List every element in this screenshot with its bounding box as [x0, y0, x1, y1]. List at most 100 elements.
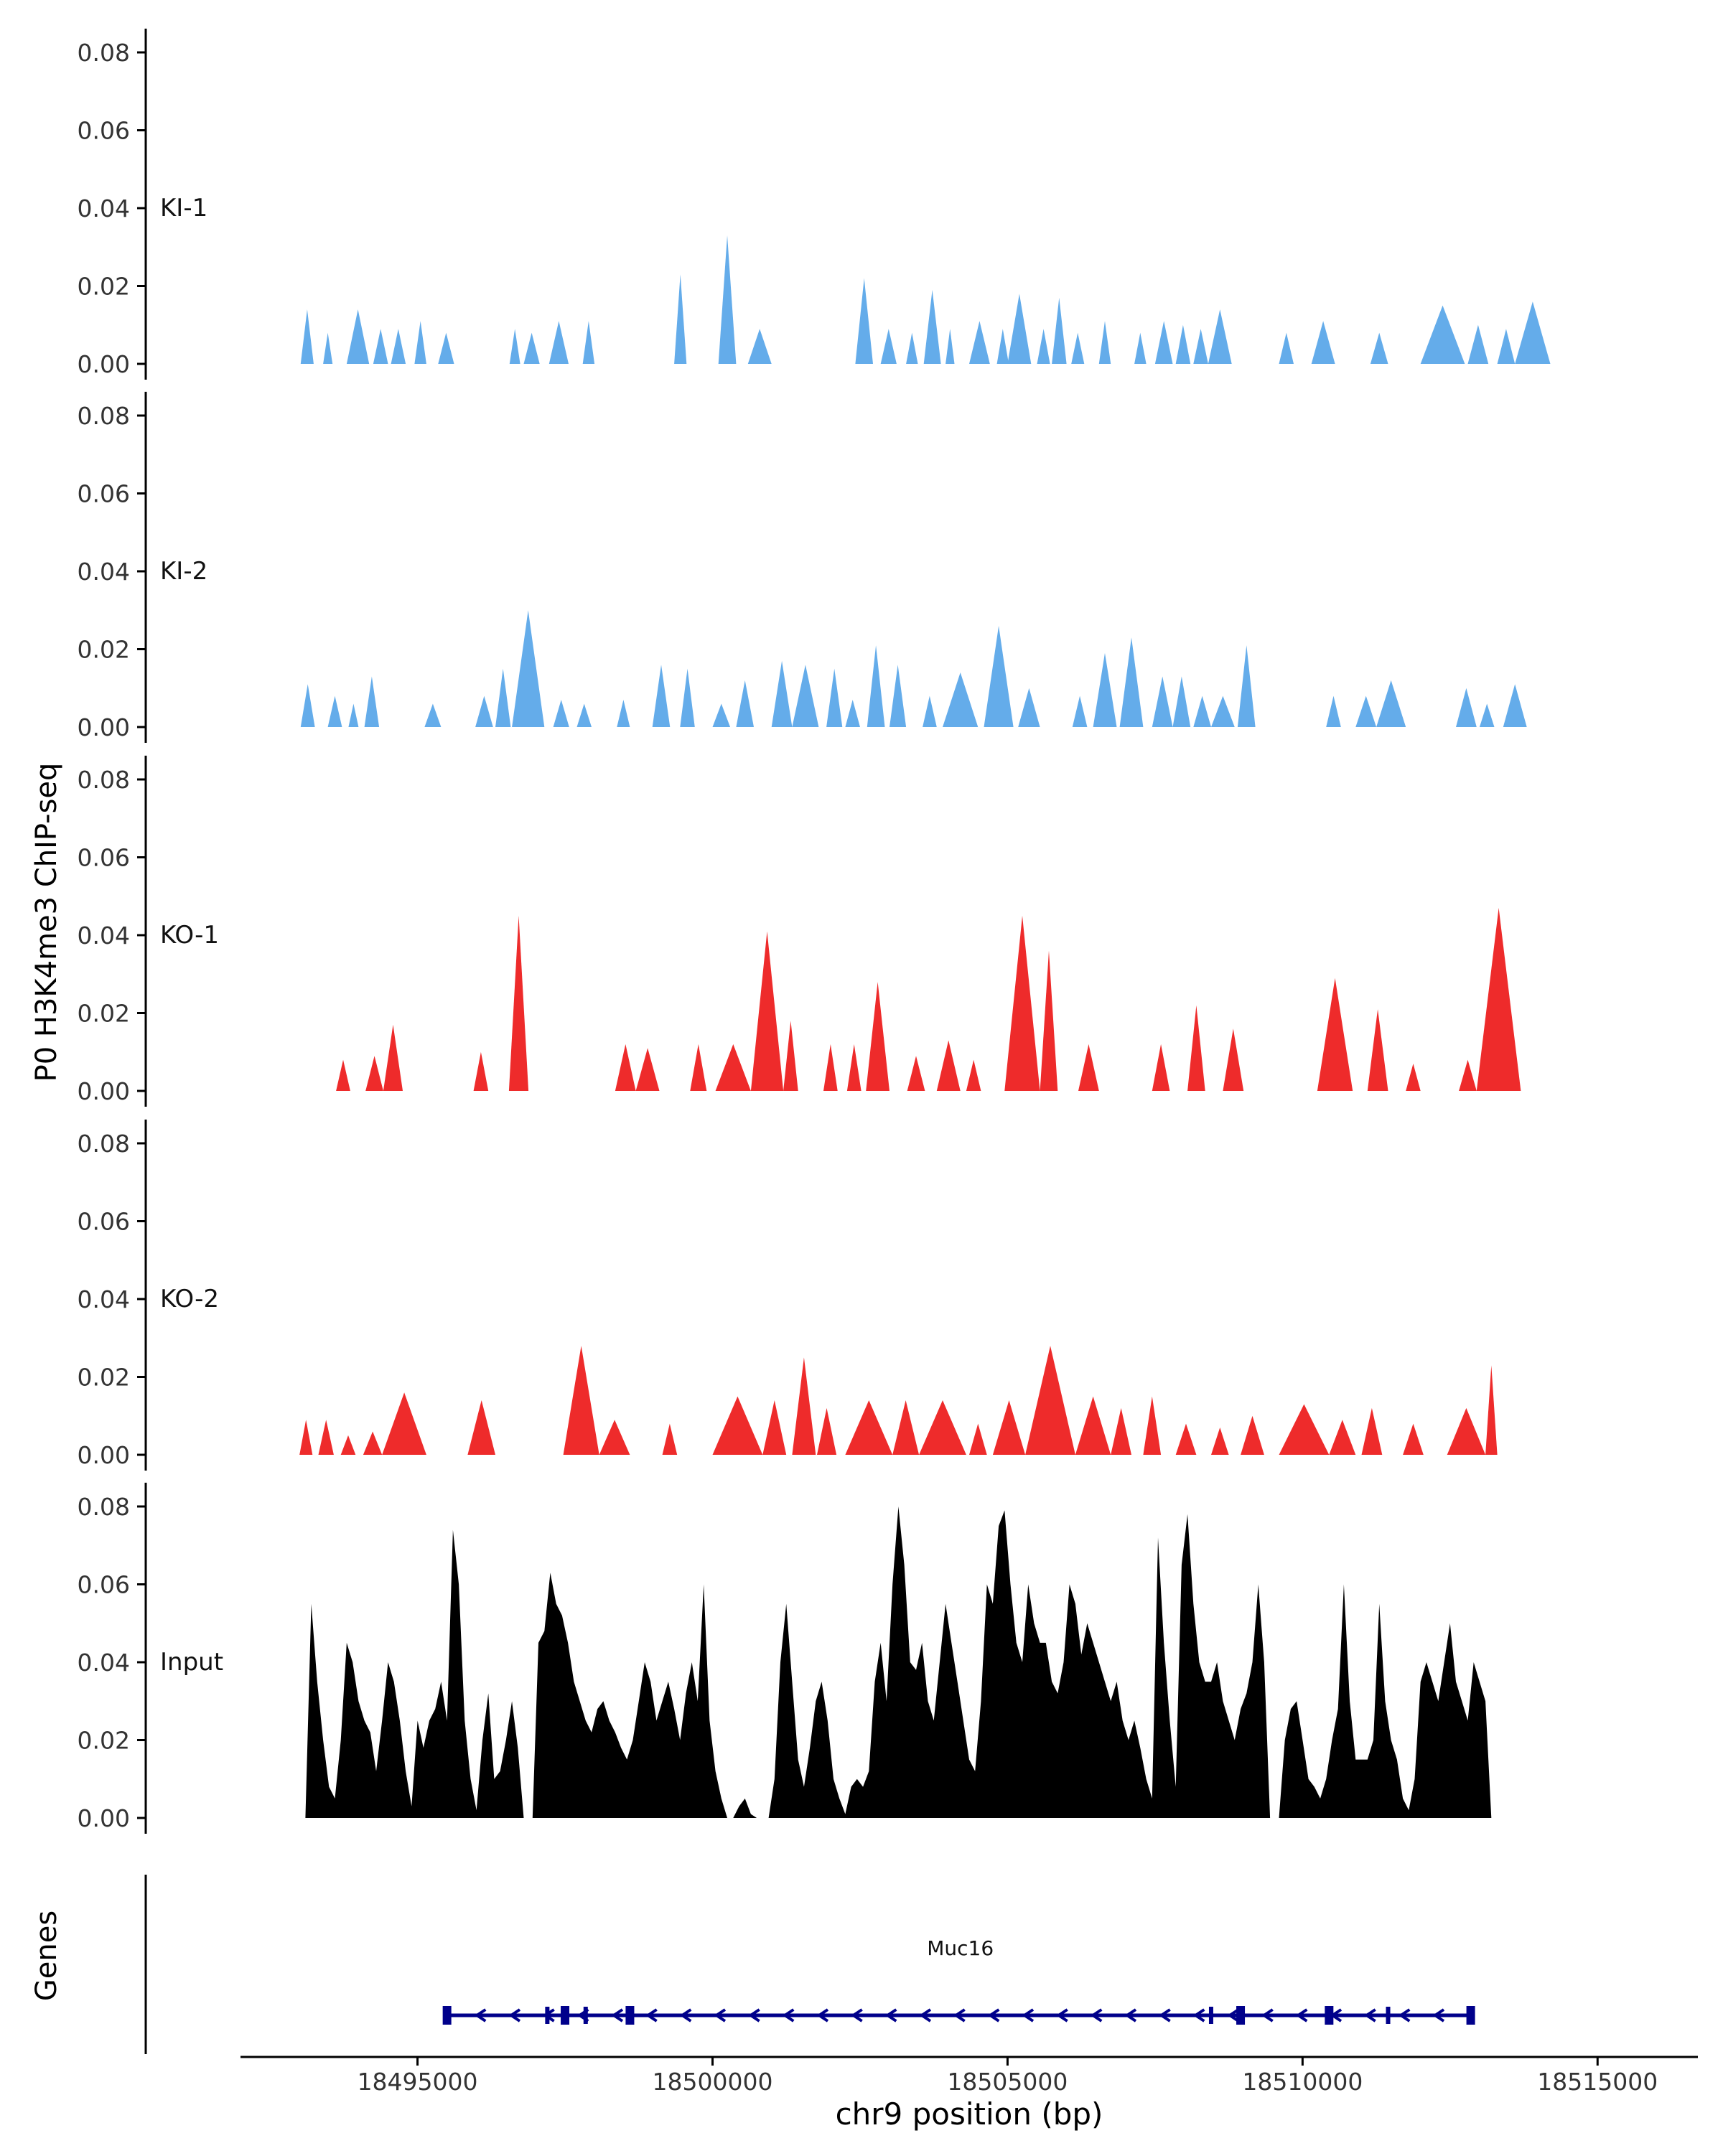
- signal-peak: [373, 329, 388, 364]
- signal-peak: [1025, 1346, 1075, 1455]
- signal-peak: [866, 982, 889, 1091]
- signal-peak: [736, 680, 754, 727]
- exon-block: [1386, 2007, 1391, 2024]
- strand-arrow: [611, 2008, 624, 2023]
- signal-peak: [1279, 332, 1294, 364]
- genes-axis-title: Genes: [30, 1911, 63, 2001]
- signal-peak: [1193, 329, 1208, 364]
- y-tick-label: 0.00: [78, 713, 130, 741]
- signal-peak: [1406, 1064, 1421, 1091]
- signal-peak: [553, 700, 569, 727]
- y-tick-label: 0.04: [78, 922, 130, 950]
- strand-arrow: [1056, 2008, 1068, 2023]
- signal-peak: [1367, 1009, 1388, 1091]
- signal-peak: [1154, 321, 1173, 364]
- signal-peak: [969, 321, 990, 364]
- signal-peak: [1078, 1044, 1099, 1091]
- signal-peak: [969, 1423, 987, 1455]
- signal-peak: [712, 1396, 763, 1455]
- gene-name-label: Muc16: [927, 1936, 994, 1960]
- signal-peak: [1052, 297, 1067, 364]
- x-tick-label: 18495000: [358, 2068, 478, 2096]
- y-tick-label: 0.00: [78, 350, 130, 378]
- signal-peak: [845, 700, 860, 727]
- strand-arrow: [1364, 2008, 1376, 2023]
- signal-peak: [348, 703, 359, 727]
- signal-peak: [907, 1056, 925, 1091]
- exon-block: [561, 2006, 570, 2025]
- signal-peak: [467, 1400, 495, 1455]
- strand-arrow: [1227, 2008, 1240, 2023]
- y-tick-label: 0.04: [78, 194, 130, 222]
- strand-arrow: [679, 2008, 692, 2023]
- signal-peak: [762, 1400, 787, 1455]
- signal-area: [768, 1506, 1271, 1818]
- strand-arrow: [1295, 2008, 1308, 2023]
- strand-arrow: [508, 2008, 521, 2023]
- signal-peak: [300, 309, 314, 364]
- signal-peak: [1223, 1028, 1244, 1091]
- signal-peak: [674, 274, 687, 364]
- track-input: 0.00 0.02 0.04 0.06 0.08 Input: [78, 1482, 1492, 1834]
- signal-peak: [1134, 332, 1147, 364]
- signal-peak: [1279, 1404, 1330, 1455]
- y-tick-label: 0.08: [78, 1130, 130, 1158]
- signal-peak: [1447, 1407, 1486, 1455]
- signal-peak: [1467, 324, 1489, 364]
- signal-peak: [508, 915, 529, 1091]
- signal-peak: [1208, 309, 1232, 364]
- signal-peak: [880, 329, 897, 364]
- track-label: KI-2: [160, 557, 207, 586]
- signal-peak: [383, 1024, 403, 1091]
- y-tick-label: 0.08: [78, 766, 130, 794]
- signal-peak: [1172, 676, 1191, 727]
- signal-peak: [1485, 1365, 1498, 1455]
- exon-block: [1325, 2006, 1334, 2025]
- strand-arrow: [987, 2008, 1000, 2023]
- track-ko-1: 0.00 0.02 0.04 0.06 0.08 KO-1: [78, 755, 1521, 1107]
- x-tick-label: 18510000: [1242, 2068, 1363, 2096]
- signal-peak: [1459, 1059, 1477, 1091]
- signal-peak: [771, 660, 793, 727]
- signal-peak: [1004, 915, 1040, 1091]
- x-tick-label: 18515000: [1537, 2068, 1658, 2096]
- signal-peak: [712, 703, 731, 727]
- strand-arrow: [714, 2008, 727, 2023]
- signal-peak: [1175, 1423, 1197, 1455]
- signal-peak: [1098, 321, 1111, 364]
- signal-peak: [424, 703, 442, 727]
- strand-arrow: [919, 2008, 932, 2023]
- track-label: KO-2: [160, 1285, 219, 1313]
- signal-peak: [1370, 332, 1388, 364]
- y-tick-label: 0.02: [78, 1364, 130, 1392]
- track-ki-1: 0.00 0.02 0.04 0.06 0.08 KI-1: [78, 28, 1551, 380]
- signal-peak: [1237, 645, 1256, 727]
- exon-block: [545, 2007, 550, 2024]
- signal-peak: [867, 645, 885, 727]
- signal-peak: [1361, 1407, 1383, 1455]
- signal-peak: [996, 329, 1009, 364]
- y-tick-label: 0.08: [78, 39, 130, 67]
- signal-peak: [662, 1423, 678, 1455]
- signal-peak: [943, 672, 979, 727]
- x-axis: 18495000 18500000 18505000 18510000 18515000: [241, 2056, 1698, 2096]
- signal-peak: [318, 1420, 334, 1455]
- track-ki-2: 0.00 0.02 0.04 0.06 0.08 KI-2: [78, 391, 1527, 743]
- signal-peak: [438, 332, 454, 364]
- signal-peak: [323, 332, 333, 364]
- signal-peak: [966, 1059, 981, 1091]
- y-axis-title: P0 H3K4me3 ChIP-seq: [30, 763, 63, 1082]
- signal-peak: [299, 1420, 313, 1455]
- strand-arrow: [1398, 2008, 1411, 2023]
- signal-peak: [945, 329, 955, 364]
- signal-peak: [1152, 1044, 1170, 1091]
- exon-block: [1466, 2006, 1475, 2025]
- signal-peak: [783, 1021, 798, 1091]
- x-tick-label: 18505000: [947, 2068, 1068, 2096]
- signal-peak: [889, 665, 907, 727]
- signal-peak: [1071, 332, 1085, 364]
- signal-peak: [1018, 688, 1040, 727]
- signal-peak: [340, 1435, 356, 1455]
- y-tick-label: 0.08: [78, 402, 130, 430]
- track-label: KO-1: [160, 921, 219, 950]
